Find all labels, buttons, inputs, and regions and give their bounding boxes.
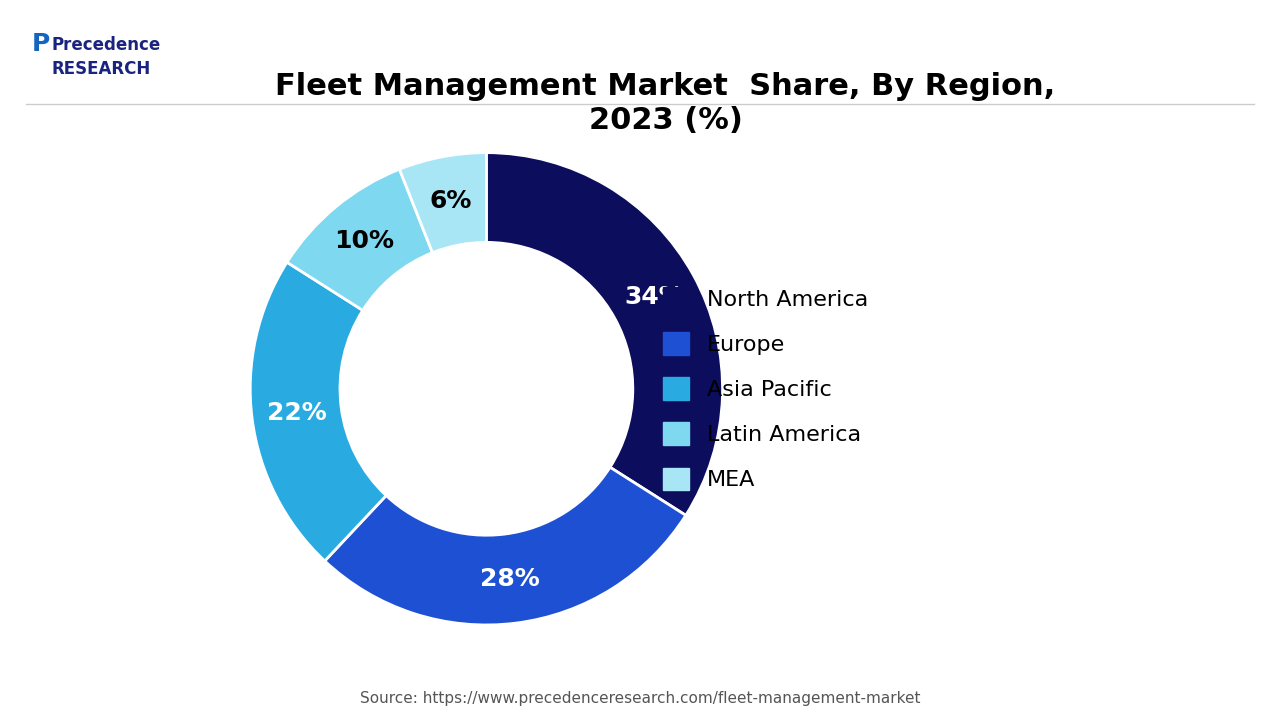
Text: 28%: 28% [480, 567, 540, 590]
Text: 6%: 6% [429, 189, 472, 213]
Text: 10%: 10% [334, 230, 394, 253]
Wedge shape [251, 262, 387, 561]
Wedge shape [287, 169, 433, 310]
Text: Precedence
RESEARCH: Precedence RESEARCH [51, 36, 160, 78]
Text: P: P [32, 32, 50, 56]
Text: Source: https://www.precedenceresearch.com/fleet-management-market: Source: https://www.precedenceresearch.c… [360, 690, 920, 706]
Text: 34%: 34% [625, 284, 684, 309]
Text: 22%: 22% [266, 401, 326, 425]
Wedge shape [399, 153, 486, 253]
Wedge shape [325, 467, 686, 625]
Wedge shape [486, 153, 722, 516]
Text: Fleet Management Market  Share, By Region,
2023 (%): Fleet Management Market Share, By Region… [275, 72, 1056, 135]
Legend: North America, Europe, Asia Pacific, Latin America, MEA: North America, Europe, Asia Pacific, Lat… [663, 287, 869, 490]
